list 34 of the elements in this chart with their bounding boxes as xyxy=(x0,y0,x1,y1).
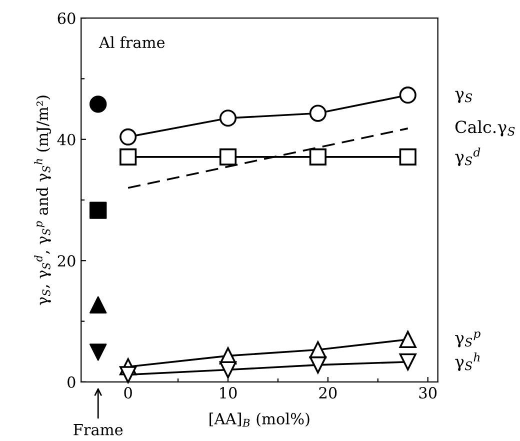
y-tick-label: 40 xyxy=(57,134,76,146)
point xyxy=(399,330,416,348)
point xyxy=(219,110,237,127)
x-tick-label: 0 xyxy=(124,387,132,399)
point xyxy=(219,148,237,166)
point xyxy=(399,148,416,166)
text: γ$_{S}$, γ$_{S}$$^{d}$, γ$_{S}$$^{p}$ and γ$_{S}$$^{h}$ (mJ/m²) xyxy=(34,96,52,306)
text: γ$_{S}$$^{p}$ xyxy=(455,332,480,348)
annotation: Al frame xyxy=(98,36,165,48)
text: γ$_{S}$ xyxy=(455,90,472,103)
point xyxy=(309,148,326,166)
point xyxy=(120,128,137,146)
text: γ$_{S}$$^{d}$ xyxy=(455,148,480,166)
point xyxy=(309,104,326,122)
point xyxy=(89,96,107,113)
point xyxy=(120,148,137,166)
y-tick-label: 60 xyxy=(58,12,76,24)
point xyxy=(89,202,107,219)
x-tick-label: 20 xyxy=(319,387,337,399)
point xyxy=(120,366,137,384)
point xyxy=(399,86,416,104)
point xyxy=(219,361,237,378)
text: Calc.γ$_{S}$ xyxy=(455,120,515,136)
y-tick-label: 0 xyxy=(68,376,76,388)
y-tick-label: 20 xyxy=(58,255,76,267)
point xyxy=(399,353,416,370)
text: γ$_{S}$$^{h}$ xyxy=(455,352,480,371)
text: Frame xyxy=(74,424,123,436)
point xyxy=(89,344,107,361)
x-tick-label: 30 xyxy=(419,387,437,399)
x-tick-label: 10 xyxy=(220,387,237,399)
point xyxy=(89,296,107,314)
x-axis-title: [AA]$_{B}$ (mol%) xyxy=(210,412,310,427)
point xyxy=(309,356,326,374)
